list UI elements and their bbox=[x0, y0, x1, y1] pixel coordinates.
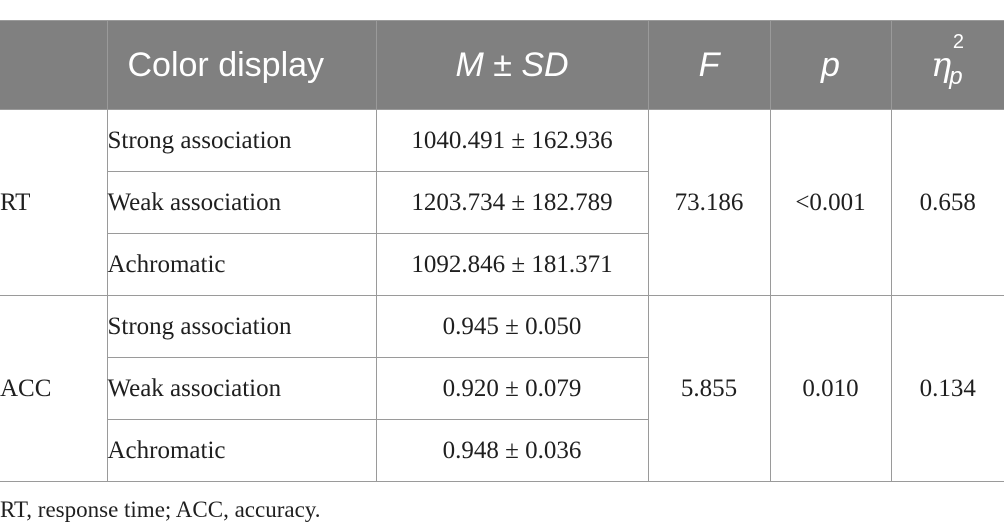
mean-sd-cell: 1040.491 ± 162.936 bbox=[375, 109, 649, 172]
table-row: ACC Strong association 0.945 ± 0.050 5.8… bbox=[0, 295, 1004, 482]
mean-sd-cell: 0.920 ± 0.079 bbox=[375, 357, 648, 420]
measure-cell-rt: RT bbox=[0, 109, 108, 296]
eta-superscript: 2 bbox=[952, 31, 964, 53]
condition-cell: Achromatic bbox=[107, 233, 377, 296]
table-row: Weak association 1203.734 ± 182.789 bbox=[0, 171, 1004, 234]
table-row: Weak association 0.920 ± 0.079 bbox=[0, 357, 1004, 420]
f-cell-rt: 73.186 bbox=[647, 109, 771, 296]
table-row: RT Strong association 1040.491 ± 162.936… bbox=[0, 109, 1004, 296]
eta-cell-rt: 0.658 bbox=[890, 109, 1004, 296]
header-measure bbox=[0, 20, 108, 110]
condition-cell: Achromatic bbox=[107, 419, 377, 482]
header-color-display: Color display bbox=[106, 20, 377, 110]
mean-sd-cell: 0.948 ± 0.036 bbox=[375, 419, 648, 482]
mean-sd-cell: 0.945 ± 0.050 bbox=[375, 295, 649, 358]
condition-cell: Strong association bbox=[106, 295, 377, 358]
header-mean-sd: M ± SD bbox=[375, 20, 649, 110]
table-row: Achromatic 1092.846 ± 181.371 bbox=[0, 233, 1004, 296]
table-footnote: RT, response time; ACC, accuracy. bbox=[0, 497, 321, 522]
p-cell-acc: 0.010 bbox=[769, 295, 892, 482]
f-cell-acc: 5.855 bbox=[647, 295, 771, 482]
table-row: Achromatic 0.948 ± 0.036 bbox=[0, 419, 1004, 482]
header-p: p bbox=[769, 20, 892, 110]
header-f: F bbox=[647, 20, 771, 110]
mean-sd-cell: 1203.734 ± 182.789 bbox=[375, 171, 648, 234]
eta-cell-acc: 0.134 bbox=[890, 295, 1004, 482]
condition-cell: Weak association bbox=[107, 357, 377, 420]
condition-cell: Weak association bbox=[107, 171, 377, 234]
condition-cell: Strong association bbox=[106, 109, 377, 172]
eta-subscript: p bbox=[949, 63, 963, 90]
mean-sd-cell: 1092.846 ± 181.371 bbox=[375, 233, 648, 296]
measure-cell-acc: ACC bbox=[0, 295, 108, 482]
p-cell-rt: <0.001 bbox=[769, 109, 892, 296]
